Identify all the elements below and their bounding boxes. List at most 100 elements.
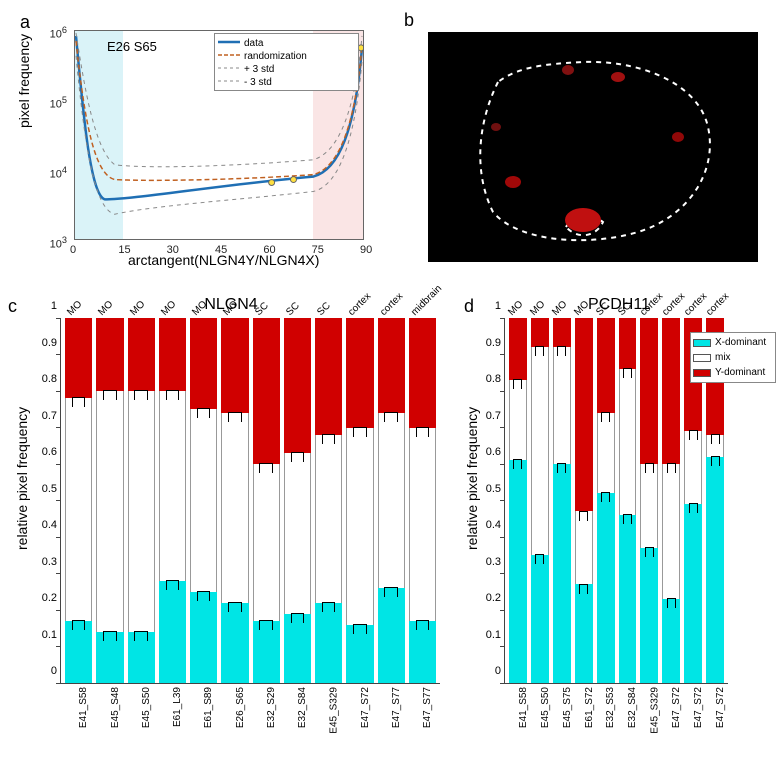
sample-id: E45_S75 <box>562 687 573 728</box>
seg-y <box>128 318 155 391</box>
bar-col: E45_S48MO <box>96 318 123 683</box>
panel-b: b <box>404 8 764 278</box>
ytick: 0.4 <box>42 519 61 531</box>
bar-col: E45_S329SC <box>315 318 342 683</box>
legend-text: X-dominant <box>715 337 766 348</box>
seg-mix <box>284 453 311 614</box>
legend-a-item: + 3 std <box>244 64 274 75</box>
legend-a-item: data <box>244 38 263 49</box>
err-bar <box>667 463 676 473</box>
seg-mix <box>221 413 248 603</box>
err-bar <box>623 514 632 524</box>
bar-col: E32_S84SC <box>284 318 311 683</box>
ytick: 104 <box>50 165 67 181</box>
seg-y <box>553 318 571 347</box>
seg-mix <box>597 413 615 493</box>
err-bar <box>72 397 86 407</box>
err-bar <box>557 346 566 356</box>
panel-b-label: b <box>404 10 414 31</box>
seg-mix <box>378 413 405 588</box>
bar-col: E26_S65MO <box>221 318 248 683</box>
sample-id: E45_S48 <box>110 687 121 728</box>
seg-mix <box>315 435 342 603</box>
sample-id: E47_S72 <box>693 687 704 728</box>
err-bar <box>228 412 242 422</box>
legend-box-y <box>693 369 711 377</box>
ytick: 103 <box>50 235 67 251</box>
ytick: 0.2 <box>486 592 505 604</box>
seg-y <box>409 318 436 428</box>
sample-id: E45_S50 <box>540 687 551 728</box>
err-bar <box>711 434 720 444</box>
seg-y <box>346 318 373 428</box>
seg-x <box>159 581 186 683</box>
xtick: 0 <box>70 244 76 256</box>
sample-id: E32_S53 <box>606 687 617 728</box>
ylabel-c: relative pixel frequency <box>14 407 30 550</box>
bar-col: E45_S50MO <box>128 318 155 683</box>
seg-mix <box>509 380 527 460</box>
err-bar <box>228 602 242 612</box>
legend-a-row: data <box>218 37 355 50</box>
sample-id: E47_S77 <box>422 687 433 728</box>
seg-y <box>531 318 549 347</box>
seg-mix <box>253 464 280 621</box>
seg-x <box>553 464 571 683</box>
seg-y <box>597 318 615 413</box>
seg-mix <box>159 391 186 581</box>
err-bar <box>513 459 522 469</box>
bar-area-c: E41_S58MOE45_S48MOE45_S50MOE61_L39MOE61_… <box>60 318 440 684</box>
err-bar <box>579 511 588 521</box>
sample-id: E32_S84 <box>627 687 638 728</box>
seg-x <box>253 621 280 683</box>
ytick: 0.6 <box>42 446 61 458</box>
ytick: 1 <box>51 300 61 312</box>
err-bar <box>259 463 273 473</box>
ytick: 0.4 <box>486 519 505 531</box>
ytick: 1 <box>495 300 505 312</box>
seg-y <box>96 318 123 391</box>
seg-x <box>531 555 549 683</box>
err-bar <box>384 412 398 422</box>
seg-y <box>190 318 217 409</box>
ytick: 0.7 <box>42 410 61 422</box>
bar-col: E32_S84SC <box>619 318 637 683</box>
seg-y <box>65 318 92 398</box>
sample-id: E45_S329 <box>329 687 340 734</box>
ytick: 0.8 <box>42 373 61 385</box>
seg-x <box>662 599 680 683</box>
legend-a-item: randomization <box>244 51 307 62</box>
legend-a-row: randomization <box>218 50 355 63</box>
err-bar <box>623 368 632 378</box>
ytick: 105 <box>50 95 67 111</box>
seg-y <box>619 318 637 369</box>
ytick: 0.5 <box>42 483 61 495</box>
seg-x <box>619 515 637 683</box>
xtick: 60 <box>263 244 275 256</box>
seg-y <box>159 318 186 391</box>
seg-x <box>575 584 593 683</box>
sample-id: E61_S89 <box>204 687 215 728</box>
seg-mix <box>662 464 680 599</box>
err-bar <box>513 379 522 389</box>
legend-text: Y-dominant <box>715 367 765 378</box>
ytick: 0.7 <box>486 410 505 422</box>
ytick: 0 <box>495 665 505 677</box>
seg-mix <box>531 347 549 555</box>
seg-x <box>706 457 724 683</box>
xtick: 15 <box>118 244 130 256</box>
err-bar <box>416 620 430 630</box>
sample-id: E47_S72 <box>360 687 371 728</box>
err-bar <box>579 584 588 594</box>
err-bar <box>197 408 211 418</box>
legend-box-mix <box>693 354 711 362</box>
err-bar <box>601 412 610 422</box>
seg-x <box>190 592 217 683</box>
err-bar <box>353 624 367 634</box>
err-bar <box>557 463 566 473</box>
xtick: 30 <box>167 244 179 256</box>
seg-mix <box>409 428 436 621</box>
err-bar <box>384 587 398 597</box>
seg-y <box>662 318 680 464</box>
legend-a-row: - 3 std <box>218 76 355 89</box>
